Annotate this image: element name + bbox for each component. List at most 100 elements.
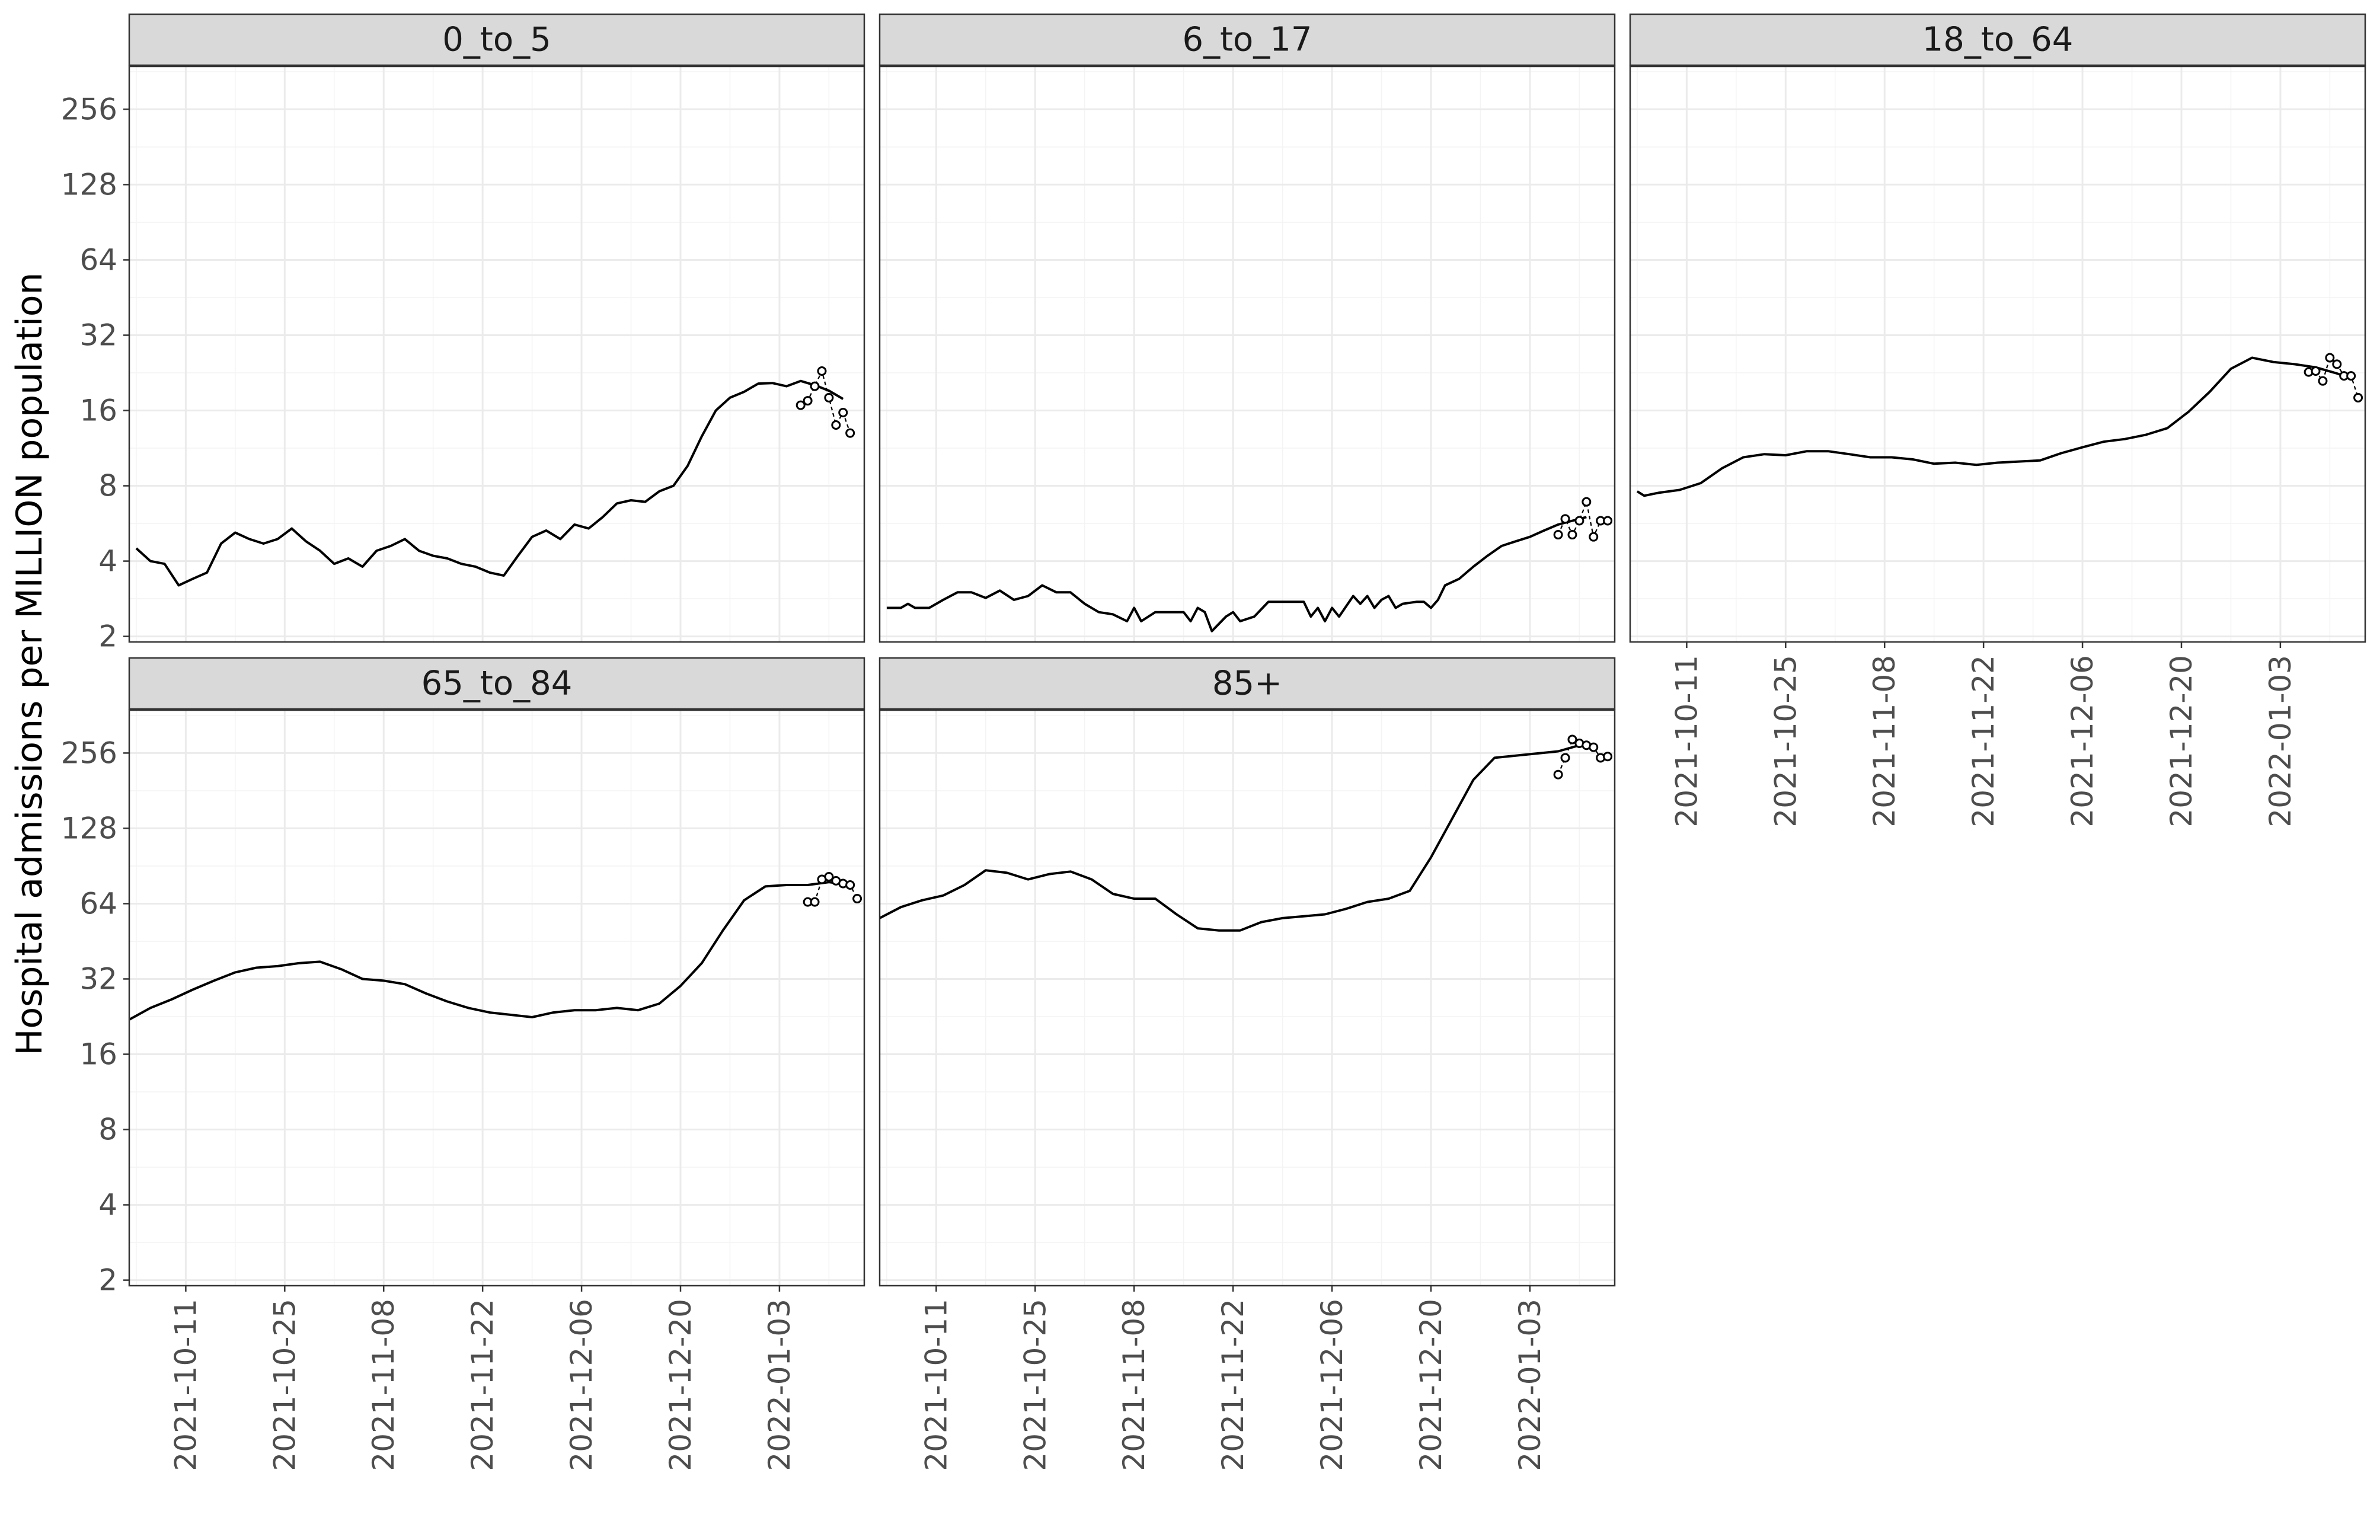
y-axis: 2 4 8 16 32 64 128 256	[61, 736, 129, 1298]
x-tick-label: 2021-11-08	[1117, 1299, 1151, 1471]
x-tick-label: 2021-11-22	[1216, 1299, 1250, 1471]
observed-point	[2318, 376, 2328, 386]
y-tick-label: 64	[79, 242, 117, 277]
y-tick-label: 32	[79, 961, 117, 996]
facet-panel-0-to-5: 0_to_5 2 4 8 16 32 64 128 256	[61, 13, 865, 654]
facet-strip	[128, 13, 865, 66]
observed-point	[810, 897, 820, 907]
x-tick-label: 2021-12-06	[2065, 655, 2100, 827]
y-tick-label: 8	[98, 469, 117, 503]
observed-point	[803, 396, 813, 406]
panel-background	[1630, 66, 2365, 642]
series-line	[886, 516, 1587, 632]
observed-point	[2311, 366, 2321, 376]
observed-connector-line	[800, 369, 851, 433]
series-line	[129, 881, 851, 1021]
y-axis: 2 4 8 16 32 64 128 256	[61, 92, 129, 654]
x-tick-label: 2021-10-25	[1018, 1299, 1052, 1471]
facet-panel-85-: 85+ 2021-10-11 2021-10-25 2021-11-08 2021-11…	[878, 657, 1616, 1471]
gridlines	[129, 66, 864, 642]
observed-point	[824, 872, 834, 882]
x-tick-label: 2021-10-11	[168, 1299, 203, 1471]
panel-border	[878, 709, 1616, 1287]
observed-point	[852, 894, 862, 904]
y-axis-label: Hospital admissions per MILLION populati…	[9, 272, 50, 1055]
y-tick-label: 4	[98, 1188, 117, 1222]
y-tick-label: 32	[79, 318, 117, 352]
x-axis: 2021-10-11 2021-10-25 2021-11-08 2021-11-22…	[168, 1286, 797, 1471]
observed-point	[2325, 353, 2335, 363]
observed-point	[1574, 516, 1584, 526]
facet-panels: 0_to_5 2 4 8 16 32 64 128 256 6_to_17 18_to_64 2021…	[61, 13, 2366, 1471]
facet-strip-label: 6_to_17	[1182, 21, 1312, 59]
panel-background	[129, 66, 864, 642]
facet-strip	[878, 657, 1616, 710]
panel-background	[129, 710, 864, 1286]
observed-point	[1567, 734, 1577, 745]
y-tick-label: 2	[98, 1263, 117, 1298]
x-tick-label: 2021-11-22	[1966, 655, 2001, 827]
panel-border	[128, 709, 865, 1287]
x-tick-label: 2022-01-03	[1513, 1299, 1547, 1471]
observed-point	[2353, 392, 2363, 402]
gridlines	[129, 710, 864, 1286]
x-tick-label: 2021-12-20	[1414, 1299, 1448, 1471]
facet-strip	[878, 13, 1616, 66]
observed-point	[824, 392, 834, 402]
observed-point	[845, 428, 855, 438]
x-tick-label: 2021-10-25	[267, 1299, 302, 1471]
x-tick-label: 2021-12-06	[564, 1299, 599, 1471]
y-tick-label: 16	[79, 394, 117, 428]
x-tick-label: 2022-01-03	[2263, 655, 2298, 827]
facet-strip-label: 0_to_5	[442, 21, 551, 59]
x-tick-label: 2021-10-11	[1669, 655, 1704, 827]
observed-point	[817, 366, 827, 376]
y-tick-label: 64	[79, 886, 117, 921]
observed-point	[1603, 752, 1613, 762]
y-tick-label: 256	[61, 92, 117, 126]
observed-point	[810, 381, 820, 391]
x-tick-label: 2021-10-11	[919, 1299, 953, 1471]
y-tick-label: 2	[98, 619, 117, 654]
x-tick-label: 2021-11-08	[1867, 655, 1902, 827]
y-tick-label: 8	[98, 1113, 117, 1147]
facet-strip-label: 18_to_64	[1922, 21, 2074, 59]
y-tick-label: 16	[79, 1037, 117, 1072]
facet-strip-label: 65_to_84	[421, 664, 573, 703]
observed-point	[831, 420, 841, 430]
y-tick-label: 256	[61, 736, 117, 770]
gridlines	[880, 66, 1615, 642]
observed-point	[838, 407, 848, 417]
observed-point	[1553, 530, 1563, 540]
observed-point	[1589, 742, 1599, 752]
observed-point	[796, 400, 806, 410]
x-tick-label: 2021-11-22	[465, 1299, 500, 1471]
series-line	[135, 379, 844, 587]
x-tick-label: 2021-11-08	[366, 1299, 401, 1471]
observed-point	[1560, 753, 1570, 763]
observed-point	[1553, 769, 1563, 779]
x-axis: 2021-10-11 2021-10-25 2021-11-08 2021-11-22…	[919, 1286, 1547, 1471]
observed-point	[1603, 516, 1613, 526]
series-line	[879, 744, 1594, 932]
observed-point	[1560, 514, 1570, 524]
panel-border	[1629, 65, 2366, 643]
y-tick-label: 4	[98, 544, 117, 579]
observed-point	[1589, 532, 1599, 542]
panel-background	[880, 66, 1615, 642]
observed-point	[2332, 359, 2342, 369]
y-tick-label: 128	[61, 811, 117, 845]
facet-strip-label: 85+	[1212, 664, 1282, 703]
facet-panel-6-to-17: 6_to_17	[878, 13, 1616, 643]
observed-point	[1582, 497, 1592, 507]
x-tick-label: 2021-12-20	[2164, 655, 2199, 827]
facet-strip	[1629, 13, 2366, 66]
panel-border	[128, 65, 865, 643]
observed-point	[1567, 530, 1577, 540]
facet-strip	[128, 657, 865, 710]
x-tick-label: 2021-12-06	[1315, 1299, 1349, 1471]
observed-point	[845, 880, 855, 890]
gridlines	[880, 710, 1615, 1286]
